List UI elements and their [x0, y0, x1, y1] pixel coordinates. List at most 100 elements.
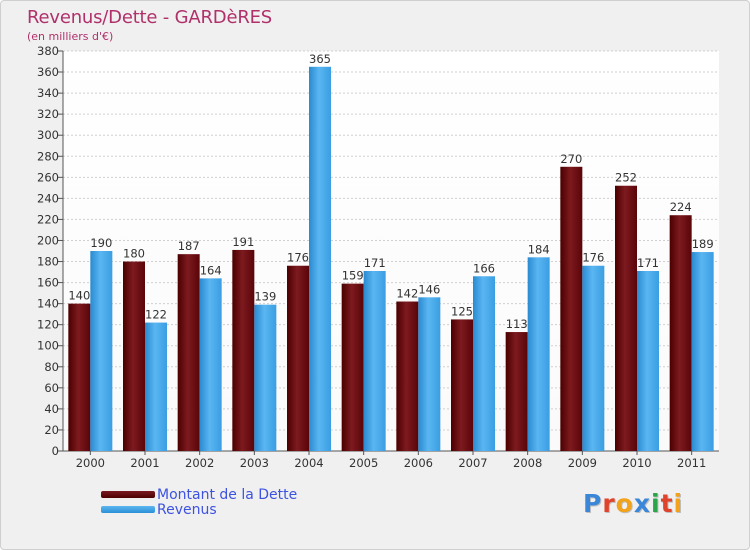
bar-revenus: [90, 251, 113, 451]
bar-dette: [669, 215, 692, 451]
data-label-dette: 159: [342, 269, 364, 283]
x-tick-label: 2005: [349, 456, 378, 470]
bar-dette: [177, 254, 200, 451]
y-tick-label: 200: [37, 233, 59, 247]
data-label-dette: 270: [560, 152, 582, 166]
y-tick-label: 260: [37, 170, 59, 184]
plot-area: [63, 51, 719, 451]
x-tick-label: 2003: [240, 456, 269, 470]
legend-item-dette: Montant de la Dette: [101, 486, 298, 503]
y-tick-label: 60: [44, 381, 59, 395]
data-label-dette: 180: [123, 247, 145, 261]
data-label-revenus: 171: [364, 256, 386, 270]
data-label-dette: 252: [615, 171, 637, 185]
y-tick-label: 340: [37, 86, 59, 100]
y-tick-label: 0: [52, 444, 59, 458]
data-label-dette: 191: [232, 235, 254, 249]
logo-letter: P: [583, 489, 603, 518]
bar-dette: [451, 319, 473, 451]
x-tick-label: 2002: [185, 456, 214, 470]
y-tick-label: 300: [37, 128, 59, 142]
bar-revenus: [691, 252, 714, 451]
bar-revenus: [473, 276, 495, 451]
logo-letter: x: [633, 489, 651, 518]
logo-letter: i: [673, 489, 684, 518]
chart-subtitle: (en milliers d'€): [27, 30, 114, 43]
y-tick-label: 320: [37, 107, 59, 121]
bar-dette: [341, 283, 364, 451]
data-label-revenus: 171: [637, 256, 659, 270]
data-label-dette: 224: [670, 200, 692, 214]
x-tick-label: 2001: [130, 456, 159, 470]
bar-revenus: [309, 66, 331, 451]
bar-revenus: [145, 322, 167, 451]
data-label-revenus: 190: [90, 236, 112, 250]
bar-dette: [505, 332, 528, 451]
x-tick-label: 2009: [568, 456, 597, 470]
x-tick-label: 2008: [513, 456, 542, 470]
bar-revenus: [582, 265, 605, 451]
data-label-revenus: 189: [692, 237, 714, 251]
bar-revenus: [363, 271, 386, 451]
bar-dette: [560, 166, 583, 451]
y-tick-label: 220: [37, 212, 59, 226]
y-tick-label: 360: [37, 65, 59, 79]
bar-revenus: [637, 271, 659, 451]
data-label-revenus: 176: [582, 251, 604, 265]
y-tick-label: 280: [37, 149, 59, 163]
bar-revenus: [254, 304, 277, 451]
y-tick-label: 240: [37, 191, 59, 205]
x-tick-label: 2006: [404, 456, 433, 470]
y-tick-label: 380: [37, 44, 59, 58]
legend: Montant de la Dette Revenus: [101, 486, 298, 518]
y-tick-label: 40: [44, 402, 59, 416]
y-tick-label: 100: [37, 339, 59, 353]
data-label-revenus: 139: [254, 290, 276, 304]
data-label-dette: 176: [287, 251, 309, 265]
bar-dette: [232, 249, 255, 451]
data-label-revenus: 122: [145, 308, 167, 322]
chart-title: Revenus/Dette - GARDèRES: [27, 7, 273, 28]
bar-dette: [396, 301, 419, 451]
y-tick-label: 20: [44, 423, 59, 437]
bar-revenus: [199, 278, 222, 451]
legend-swatch-dette: [101, 491, 155, 498]
bar-dette: [615, 185, 637, 451]
data-label-dette: 125: [451, 304, 473, 318]
y-tick-label: 140: [37, 297, 59, 311]
bar-revenus: [418, 297, 441, 451]
data-label-dette: 142: [396, 287, 418, 301]
y-tick-label: 120: [37, 318, 59, 332]
x-tick-label: 2004: [294, 456, 323, 470]
y-tick-label: 80: [44, 360, 59, 374]
data-label-dette: 187: [178, 239, 200, 253]
x-tick-label: 2011: [677, 456, 706, 470]
logo-letter: r: [602, 489, 616, 518]
data-label-dette: 113: [506, 317, 528, 331]
logo-letter: i: [651, 489, 661, 518]
y-tick-label: 180: [37, 255, 59, 269]
x-tick-label: 2007: [458, 456, 487, 470]
bar-dette: [287, 265, 309, 451]
logo-letter: o: [615, 489, 634, 518]
data-label-revenus: 164: [200, 263, 222, 277]
legend-item-revenus: Revenus: [101, 501, 297, 518]
bar-dette: [68, 303, 91, 451]
bar-revenus: [527, 257, 550, 451]
proxiti-logo: Proxiti: [583, 489, 683, 518]
legend-label-revenus: Revenus: [157, 501, 217, 518]
x-tick-label: 2000: [76, 456, 105, 470]
data-label-revenus: 184: [528, 242, 550, 256]
logo-letter: t: [660, 489, 674, 518]
x-tick-label: 2010: [622, 456, 651, 470]
data-label-revenus: 365: [309, 52, 331, 66]
data-label-dette: 140: [68, 289, 90, 303]
bar-dette: [123, 261, 145, 451]
data-label-revenus: 146: [418, 282, 440, 296]
legend-swatch-revenus: [101, 506, 155, 513]
legend-label-dette: Montant de la Dette: [157, 486, 298, 503]
y-tick-label: 160: [37, 276, 59, 290]
data-label-revenus: 166: [473, 261, 495, 275]
